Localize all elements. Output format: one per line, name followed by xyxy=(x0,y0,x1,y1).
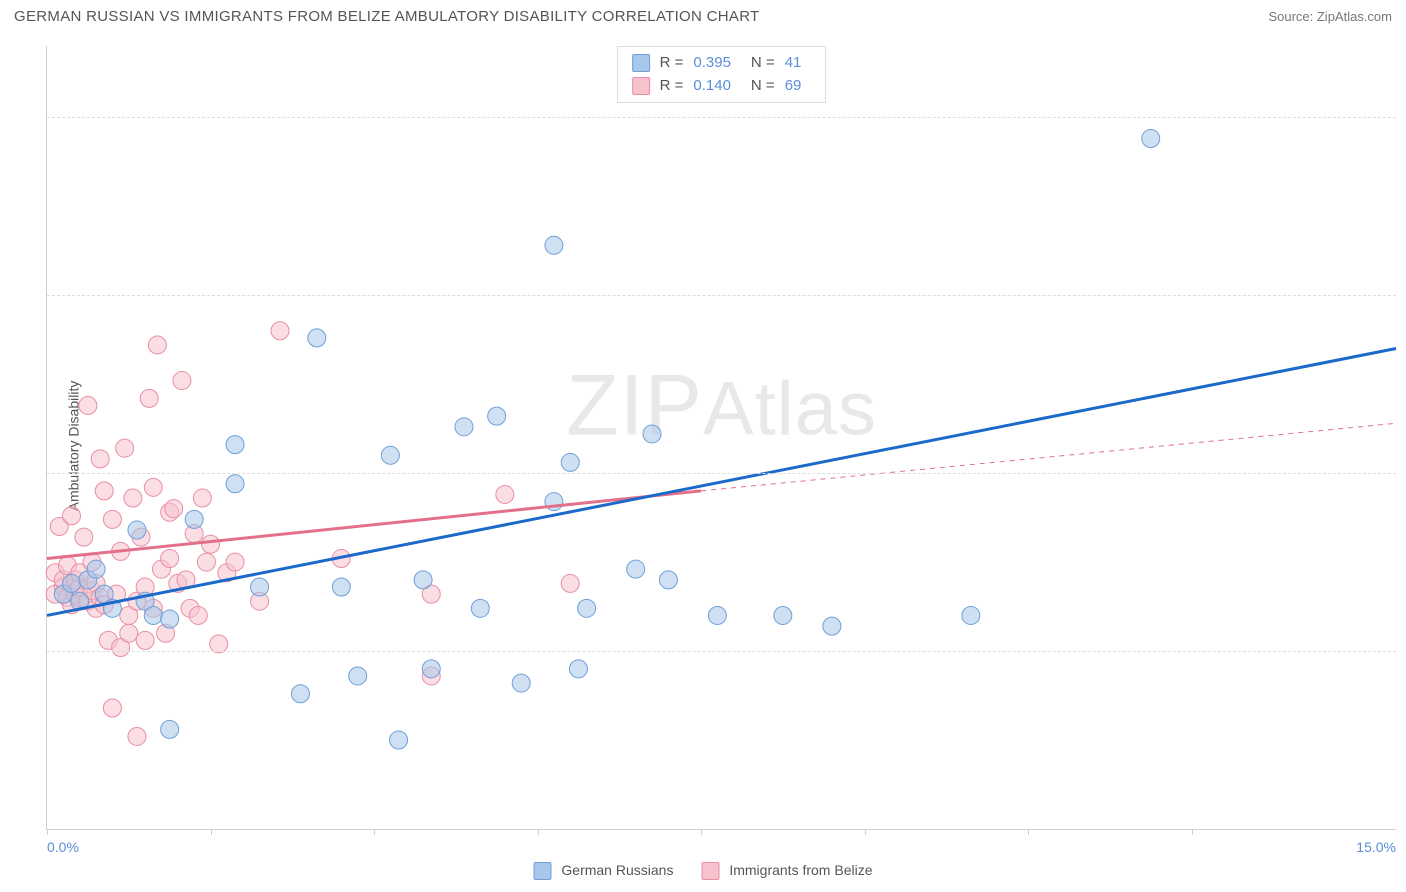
gridline xyxy=(47,651,1396,652)
scatter-svg xyxy=(47,46,1396,829)
r-label: R = xyxy=(660,51,684,74)
legend-label-blue: German Russians xyxy=(561,862,673,878)
n-label: N = xyxy=(751,51,775,74)
chart-title: GERMAN RUSSIAN VS IMMIGRANTS FROM BELIZE… xyxy=(14,8,760,25)
swatch-blue xyxy=(632,54,650,72)
gridline xyxy=(47,473,1396,474)
n-label: N = xyxy=(751,74,775,97)
x-tick-mark xyxy=(47,829,48,835)
x-tick-mark xyxy=(374,829,375,835)
swatch-blue-icon xyxy=(534,862,552,880)
source-attribution: Source: ZipAtlas.com xyxy=(1268,9,1392,24)
x-tick-label: 0.0% xyxy=(47,839,79,855)
x-tick-label: 15.0% xyxy=(1356,839,1396,855)
r-label: R = xyxy=(660,74,684,97)
x-tick-mark xyxy=(1028,829,1029,835)
chart-plot-area: ZIPAtlas R = 0.395 N = 41 R = 0.140 N = … xyxy=(46,46,1396,830)
x-tick-mark xyxy=(538,829,539,835)
stats-legend-box: R = 0.395 N = 41 R = 0.140 N = 69 xyxy=(617,46,827,103)
gridline xyxy=(47,295,1396,296)
x-tick-mark xyxy=(1192,829,1193,835)
swatch-pink-icon xyxy=(701,862,719,880)
legend-item-blue: German Russians xyxy=(534,862,674,880)
stats-row-blue: R = 0.395 N = 41 xyxy=(632,51,812,74)
swatch-pink xyxy=(632,77,650,95)
gridline xyxy=(47,117,1396,118)
legend-item-pink: Immigrants from Belize xyxy=(701,862,872,880)
bottom-legend: German Russians Immigrants from Belize xyxy=(534,862,873,880)
legend-label-pink: Immigrants from Belize xyxy=(729,862,872,878)
r-value-pink: 0.140 xyxy=(693,74,731,97)
r-value-blue: 0.395 xyxy=(693,51,731,74)
x-tick-mark xyxy=(865,829,866,835)
x-tick-mark xyxy=(211,829,212,835)
stats-row-pink: R = 0.140 N = 69 xyxy=(632,74,812,97)
n-value-blue: 41 xyxy=(785,51,802,74)
x-tick-mark xyxy=(701,829,702,835)
n-value-pink: 69 xyxy=(785,74,802,97)
